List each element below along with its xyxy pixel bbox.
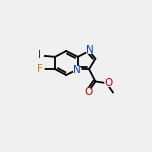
Text: N: N xyxy=(86,45,93,55)
Circle shape xyxy=(36,65,44,73)
Text: N: N xyxy=(73,65,81,75)
Circle shape xyxy=(36,51,43,59)
Circle shape xyxy=(84,88,92,96)
Text: F: F xyxy=(37,64,43,74)
Circle shape xyxy=(105,79,112,86)
Text: I: I xyxy=(38,50,41,60)
Circle shape xyxy=(74,67,81,74)
Text: O: O xyxy=(105,78,113,88)
Circle shape xyxy=(86,46,93,53)
Text: O: O xyxy=(84,87,92,97)
